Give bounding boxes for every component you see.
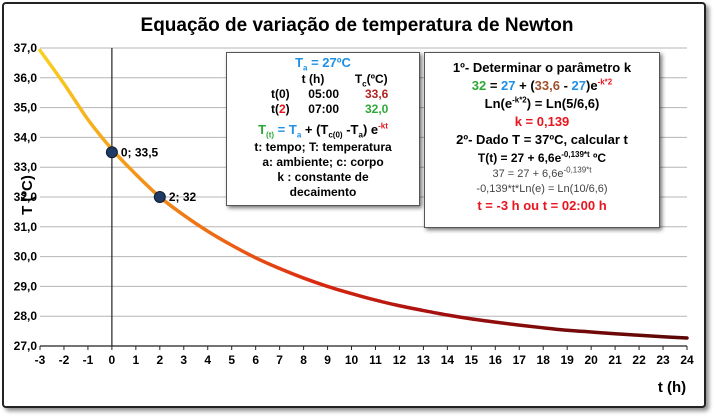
x-tick-label: 12 xyxy=(393,353,407,367)
x-tick-label: 9 xyxy=(324,353,331,367)
k-result: k = 0,139 xyxy=(514,114,570,129)
y-tick-label: 33,0 xyxy=(14,160,38,174)
y-axis-label: T (ºC) xyxy=(19,175,36,215)
y-tick-label: 35,0 xyxy=(14,101,38,115)
x-tick-label: 6 xyxy=(252,353,259,367)
x-tick-label: 5 xyxy=(228,353,235,367)
data-points: 0; 33,5 2; 32 xyxy=(105,145,197,204)
x-tick-label: 20 xyxy=(584,353,598,367)
y-tick-label: 27,0 xyxy=(14,339,38,353)
info-box-right: 1º- Determinar o parâmetro k 32 = 27 + (… xyxy=(424,52,660,228)
x-axis-label: t (h) xyxy=(658,379,686,396)
y-tick-label: 37,0 xyxy=(14,41,38,55)
step-1-equation: 32 = 27 + (33,6 - 27)e-k*2 xyxy=(471,77,613,93)
data-point-marker xyxy=(105,146,118,159)
x-tick-label: 7 xyxy=(276,353,283,367)
x-tick-label: 19 xyxy=(561,353,575,367)
table-row-1: t(0) 05:00 33,6 xyxy=(270,87,389,101)
x-tick-label: 15 xyxy=(465,353,479,367)
x-tick-label: 18 xyxy=(537,353,551,367)
temperature-curve xyxy=(38,48,689,340)
t-result: t = -3 h ou t = 02:00 h xyxy=(477,198,607,213)
x-tick-label: 13 xyxy=(417,353,431,367)
table-header: t (h) Tc(ºC) xyxy=(301,72,388,89)
y-tick-label: 36,0 xyxy=(14,71,38,85)
x-tick-label: 3 xyxy=(180,353,187,367)
x-tick-label: 11 xyxy=(369,353,382,367)
legend-line-4: decaimento xyxy=(289,185,357,199)
info-box-left: Ta = 27ºC t (h) Tc(ºC) t(0) 05:00 33,6 t… xyxy=(226,52,420,206)
x-tick-label: 16 xyxy=(489,353,503,367)
y-tick-label: 29,0 xyxy=(14,279,38,293)
x-tick-label: 17 xyxy=(513,353,527,367)
data-point-label: 2; 32 xyxy=(169,190,197,204)
newton-equation: T(t) = Ta + (Tc(0) -Ta) e-kt xyxy=(258,121,388,140)
y-tick-label: 32,0 xyxy=(14,190,38,204)
legend-line-3: k : constante de xyxy=(277,170,369,184)
legend-line-1: t: tempo; T: temperatura xyxy=(254,140,392,154)
step-1-heading: 1º- Determinar o parâmetro k xyxy=(452,60,632,75)
x-tick-label: 1 xyxy=(133,353,140,367)
step-2-equation: T(t) = 27 + 6,6e-0,139*t ºC xyxy=(477,150,607,166)
x-tick-label: 22 xyxy=(632,353,646,367)
step-2-heading: 2º- Dado T = 37ºC, calcular t xyxy=(456,132,628,147)
step-1-log: Ln(e-k*2) = Ln(5/6,6) xyxy=(484,95,600,111)
legend-line-2: a: ambiente; c: corpo xyxy=(262,155,384,169)
y-tick-labels: 27,0 28,0 29,0 30,0 31,0 32,0 33,0 34,0 35,0 36,0… xyxy=(14,41,38,353)
x-tick-label: 0 xyxy=(109,353,116,367)
step-2-log: -0,139*t*Ln(e) = Ln(10/6,6) xyxy=(476,183,608,195)
x-tick-label: 10 xyxy=(345,353,359,367)
y-tick-label: 30,0 xyxy=(14,250,38,264)
x-tick-label: 14 xyxy=(441,353,455,367)
ambient-temp: Ta = 27ºC xyxy=(295,55,351,73)
x-tick-label: -2 xyxy=(59,353,70,367)
data-point-marker xyxy=(153,191,166,203)
y-tick-label: 28,0 xyxy=(14,309,38,323)
y-tick-label: 34,0 xyxy=(14,130,38,144)
x-tick-label: 2 xyxy=(156,353,163,367)
step-2-substitution: 37 = 27 + 6,6e-0,139*t xyxy=(492,165,592,180)
axes xyxy=(39,48,688,350)
x-tick-labels: -3 -2 -1 0 1 2 3 4 5 6 7 8 9 10 11 12 13 14 15 16 17 18 19 20 21… xyxy=(35,353,694,367)
data-point-label: 0; 33,5 xyxy=(121,145,159,159)
x-tick-label: 8 xyxy=(300,353,307,367)
chart-title: Equação de variação de temperatura de Ne… xyxy=(141,15,574,36)
x-tick-label: 21 xyxy=(608,353,622,367)
table-row-2: t(2) 07:00 32,0 xyxy=(270,102,389,116)
x-tick-label: -3 xyxy=(35,353,46,367)
y-tick-label: 31,0 xyxy=(14,220,38,234)
x-tick-label: -1 xyxy=(83,353,94,367)
x-tick-label: 24 xyxy=(680,353,694,367)
x-tick-label: 23 xyxy=(656,353,670,367)
x-tick-label: 4 xyxy=(204,353,211,367)
